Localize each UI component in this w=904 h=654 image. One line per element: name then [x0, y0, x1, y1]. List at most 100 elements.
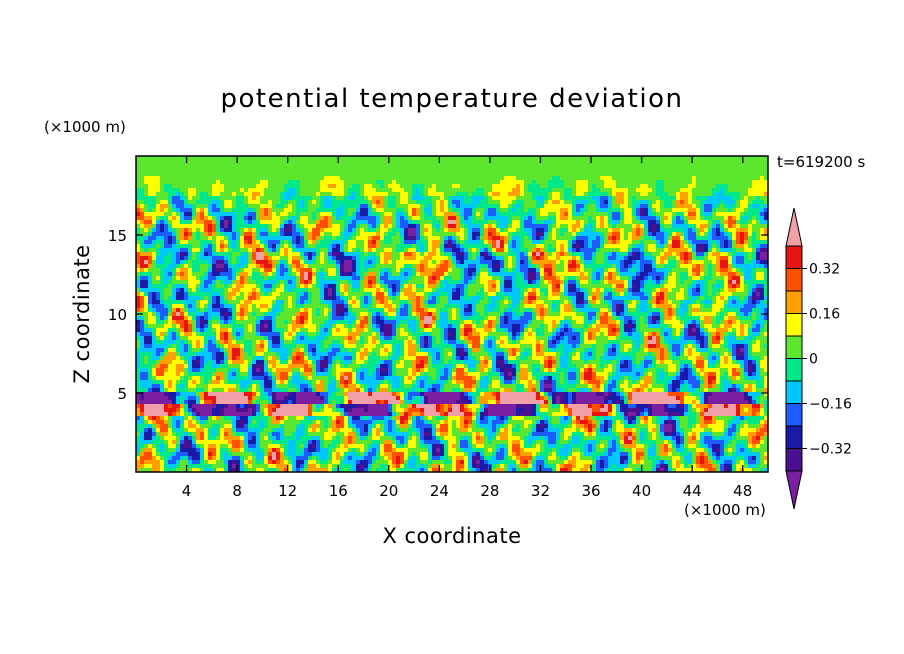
field-cell	[516, 196, 521, 201]
field-cell	[256, 280, 261, 285]
field-cell	[400, 156, 405, 161]
field-cell	[628, 248, 633, 253]
field-cell	[420, 224, 425, 229]
field-cell	[400, 232, 405, 237]
field-cell	[704, 240, 709, 245]
field-cell	[624, 256, 629, 261]
field-cell	[408, 256, 413, 261]
field-cell	[616, 224, 621, 229]
field-cell	[432, 280, 437, 285]
field-cell	[504, 200, 509, 205]
field-cell	[140, 224, 145, 229]
field-cell	[356, 216, 361, 221]
field-cell	[216, 252, 221, 257]
field-cell	[204, 212, 209, 217]
field-cell	[728, 260, 733, 265]
field-cell	[620, 260, 625, 265]
field-cell	[608, 204, 613, 209]
field-cell	[688, 192, 693, 197]
field-cell	[484, 208, 489, 213]
field-cell	[492, 248, 497, 253]
field-cell	[612, 276, 617, 281]
field-cell	[728, 212, 733, 217]
field-cell	[352, 256, 357, 261]
field-cell	[420, 212, 425, 217]
field-cell	[304, 276, 309, 281]
field-cell	[612, 232, 617, 237]
field-cell	[220, 204, 225, 209]
field-cell	[260, 212, 265, 217]
field-cell	[628, 196, 633, 201]
field-cell	[752, 172, 757, 177]
field-cell	[604, 216, 609, 221]
field-cell	[176, 224, 181, 229]
field-cell	[156, 180, 161, 185]
field-cell	[676, 188, 681, 193]
field-cell	[404, 260, 409, 265]
field-cell	[676, 244, 681, 249]
field-cell	[172, 184, 177, 189]
field-cell	[416, 200, 421, 205]
field-cell	[684, 244, 689, 249]
field-cell	[652, 244, 657, 249]
field-cell	[236, 184, 241, 189]
field-cell	[468, 244, 473, 249]
field-cell	[532, 212, 537, 217]
field-cell	[444, 260, 449, 265]
field-cell	[256, 200, 261, 205]
field-cell	[428, 244, 433, 249]
field-cell	[404, 228, 409, 233]
field-cell	[504, 252, 509, 257]
field-cell	[320, 204, 325, 209]
field-cell	[708, 208, 713, 213]
field-cell	[248, 200, 253, 205]
field-cell	[492, 256, 497, 261]
field-cell	[176, 212, 181, 217]
field-cell	[528, 248, 533, 253]
field-cell	[344, 216, 349, 221]
field-cell	[532, 160, 537, 165]
field-cell	[660, 204, 665, 209]
field-cell	[240, 160, 245, 165]
field-cell	[284, 200, 289, 205]
field-cell	[204, 252, 209, 257]
field-cell	[692, 220, 697, 225]
field-cell	[268, 252, 273, 257]
field-cell	[240, 176, 245, 181]
field-cell	[396, 200, 401, 205]
field-cell	[404, 248, 409, 253]
field-cell	[356, 232, 361, 237]
field-cell	[660, 164, 665, 169]
field-cell	[492, 204, 497, 209]
field-cell	[716, 196, 721, 201]
field-cell	[156, 228, 161, 233]
field-cell	[360, 272, 365, 277]
field-cell	[488, 212, 493, 217]
field-cell	[180, 196, 185, 201]
field-cell	[304, 208, 309, 213]
field-cell	[404, 212, 409, 217]
field-cell	[620, 180, 625, 185]
field-cell	[216, 228, 221, 233]
field-cell	[444, 236, 449, 241]
field-cell	[620, 204, 625, 209]
field-cell	[212, 276, 217, 281]
field-cell	[368, 252, 373, 257]
field-cell	[744, 184, 749, 189]
field-cell	[160, 256, 165, 261]
field-cell	[536, 172, 541, 177]
field-cell	[568, 164, 573, 169]
field-cell	[444, 180, 449, 185]
field-cell	[408, 264, 413, 269]
field-cell	[668, 244, 673, 249]
field-cell	[568, 192, 573, 197]
field-cell	[208, 220, 213, 225]
field-cell	[612, 228, 617, 233]
field-cell	[596, 160, 601, 165]
field-cell	[604, 204, 609, 209]
field-cell	[712, 180, 717, 185]
field-cell	[392, 228, 397, 233]
field-cell	[440, 236, 445, 241]
field-cell	[140, 176, 145, 181]
field-cell	[536, 156, 541, 161]
